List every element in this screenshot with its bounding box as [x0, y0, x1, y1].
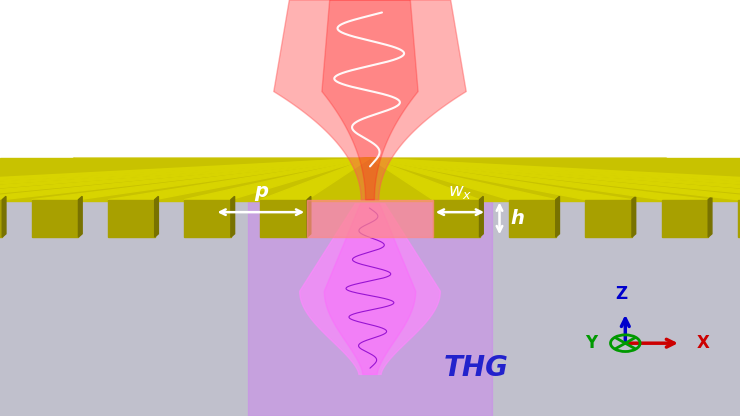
Polygon shape: [370, 158, 740, 200]
Polygon shape: [274, 0, 466, 200]
Polygon shape: [0, 158, 370, 200]
Bar: [0, 200, 740, 201]
Bar: [0, 158, 74, 200]
Text: p: p: [254, 181, 268, 201]
Polygon shape: [108, 158, 370, 200]
Polygon shape: [433, 200, 480, 237]
Polygon shape: [662, 200, 708, 237]
Polygon shape: [370, 158, 632, 200]
Polygon shape: [480, 196, 483, 237]
Polygon shape: [0, 158, 370, 200]
Text: Y: Y: [585, 334, 597, 352]
Text: Z: Z: [616, 285, 628, 303]
Polygon shape: [78, 196, 82, 237]
Polygon shape: [0, 158, 370, 200]
Polygon shape: [324, 204, 416, 374]
Polygon shape: [370, 158, 740, 200]
Polygon shape: [708, 196, 712, 237]
Polygon shape: [32, 158, 370, 200]
Polygon shape: [509, 200, 556, 237]
Polygon shape: [0, 158, 370, 200]
Polygon shape: [0, 158, 370, 200]
Polygon shape: [632, 196, 636, 237]
Polygon shape: [307, 196, 311, 237]
Polygon shape: [322, 0, 418, 200]
Bar: [0, 0, 740, 200]
Polygon shape: [184, 200, 231, 237]
Bar: [0, 200, 740, 416]
Polygon shape: [738, 200, 740, 237]
Polygon shape: [184, 158, 370, 200]
Polygon shape: [556, 196, 559, 237]
Text: FW: FW: [522, 37, 582, 71]
Polygon shape: [0, 158, 740, 200]
Text: X: X: [697, 334, 710, 352]
Polygon shape: [370, 158, 740, 200]
Polygon shape: [370, 158, 740, 200]
Polygon shape: [108, 200, 155, 237]
Polygon shape: [260, 200, 307, 237]
Polygon shape: [370, 158, 480, 200]
Polygon shape: [260, 158, 370, 200]
Bar: [666, 158, 740, 200]
Polygon shape: [2, 196, 6, 237]
Polygon shape: [370, 158, 556, 200]
Polygon shape: [585, 200, 632, 237]
Polygon shape: [370, 158, 740, 200]
Text: $w_x$: $w_x$: [448, 183, 472, 201]
Polygon shape: [0, 200, 2, 237]
Polygon shape: [0, 158, 370, 200]
Text: THG: THG: [444, 354, 509, 382]
Text: h: h: [511, 209, 525, 228]
Bar: [248, 200, 492, 416]
Polygon shape: [370, 158, 708, 200]
Polygon shape: [300, 204, 440, 374]
Polygon shape: [32, 200, 78, 237]
Polygon shape: [231, 196, 235, 237]
Polygon shape: [155, 196, 158, 237]
Polygon shape: [370, 158, 740, 200]
Bar: [307, 200, 433, 237]
